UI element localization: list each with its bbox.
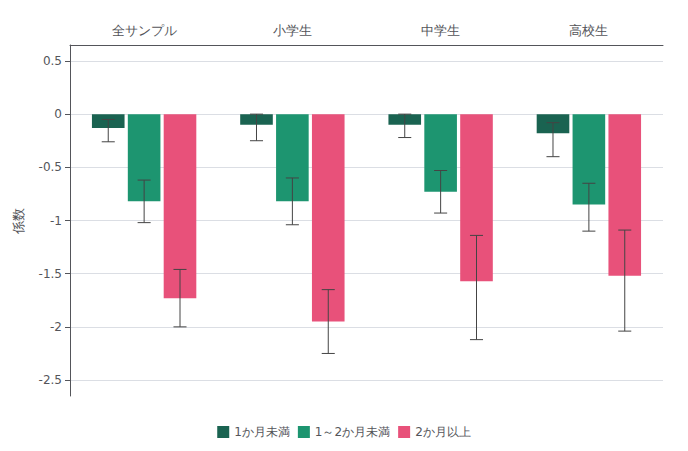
svg-text:1か月未満: 1か月未満 xyxy=(234,425,290,439)
svg-text:全サンプル: 全サンプル xyxy=(112,23,177,38)
svg-text:0: 0 xyxy=(54,107,62,121)
svg-text:中学生: 中学生 xyxy=(421,23,460,38)
svg-text:-1: -1 xyxy=(50,214,62,228)
svg-text:-1.5: -1.5 xyxy=(39,267,62,281)
svg-text:2か月以上: 2か月以上 xyxy=(415,425,471,439)
svg-text:0.5: 0.5 xyxy=(43,54,62,68)
svg-text:小学生: 小学生 xyxy=(273,23,312,38)
svg-text:1～2か月未満: 1～2か月未満 xyxy=(315,425,390,439)
svg-text:-2.5: -2.5 xyxy=(39,373,62,387)
svg-text:-2: -2 xyxy=(50,320,62,334)
svg-text:係数: 係数 xyxy=(11,208,26,235)
svg-text:-0.5: -0.5 xyxy=(39,160,62,174)
svg-text:高校生: 高校生 xyxy=(569,23,608,38)
